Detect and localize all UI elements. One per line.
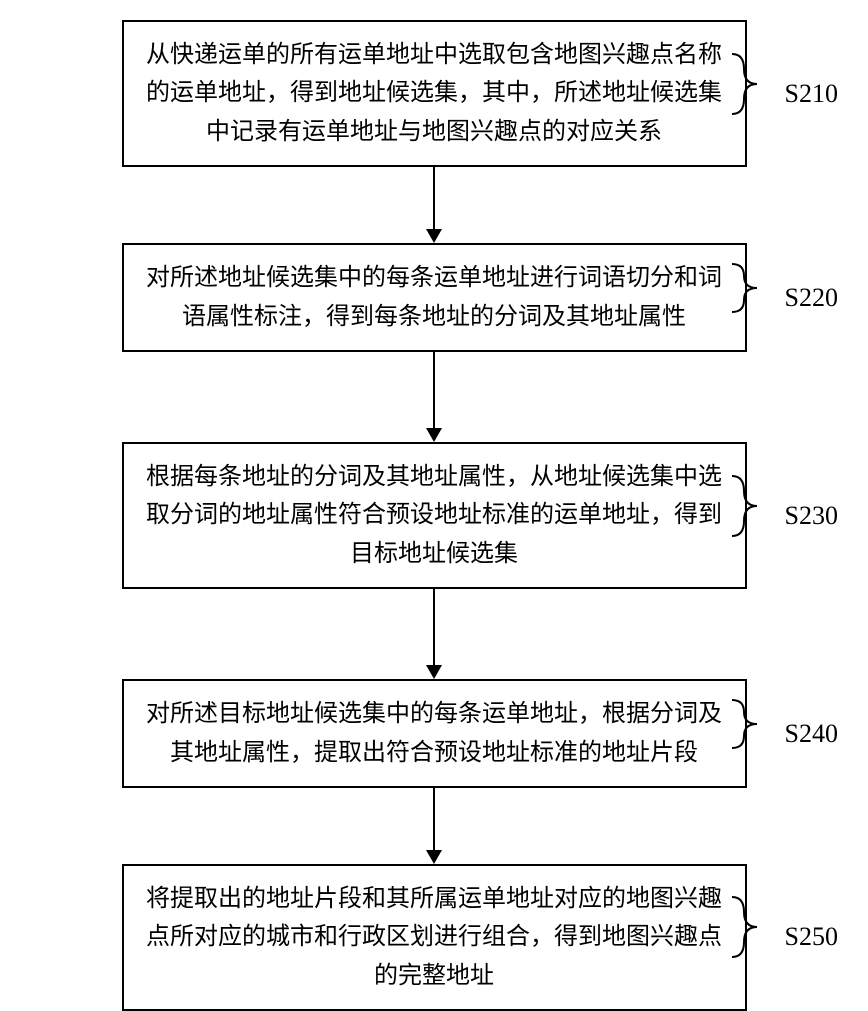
arrow-line [433,167,435,229]
step-box-2: 对所述地址候选集中的每条运单地址进行词语切分和词语属性标注，得到每条地址的分词及… [122,243,747,352]
brace-connector [728,248,768,348]
arrow-head [426,229,442,243]
step-label: S230 [785,501,838,531]
step-text: 对所述地址候选集中的每条运单地址进行词语切分和词语属性标注，得到每条地址的分词及… [146,265,722,329]
arrow-head [426,665,442,679]
brace-connector [728,34,768,154]
arrow-head [426,428,442,442]
brace-connector [728,684,768,784]
arrow-3 [426,589,442,679]
step-text: 对所述目标地址候选集中的每条运单地址，根据分词及其地址属性，提取出符合预设地址标… [146,701,722,765]
brace-connector [728,877,768,997]
step-text: 根据每条地址的分词及其地址属性，从地址候选集中选取分词的地址属性符合预设地址标准… [146,464,722,567]
step-text: 将提取出的地址片段和其所属运单地址对应的地图兴趣点所对应的城市和行政区划进行组合… [146,886,722,989]
step-box-5: 将提取出的地址片段和其所属运单地址对应的地图兴趣点所对应的城市和行政区划进行组合… [122,864,747,1011]
step-row-2: 对所述地址候选集中的每条运单地址进行词语切分和词语属性标注，得到每条地址的分词及… [40,243,828,352]
step-label: S210 [785,79,838,109]
arrow-line [433,788,435,850]
step-row-5: 将提取出的地址片段和其所属运单地址对应的地图兴趣点所对应的城市和行政区划进行组合… [40,864,828,1011]
step-row-3: 根据每条地址的分词及其地址属性，从地址候选集中选取分词的地址属性符合预设地址标准… [40,442,828,589]
step-box-3: 根据每条地址的分词及其地址属性，从地址候选集中选取分词的地址属性符合预设地址标准… [122,442,747,589]
step-row-4: 对所述目标地址候选集中的每条运单地址，根据分词及其地址属性，提取出符合预设地址标… [40,679,828,788]
arrow-head [426,850,442,864]
step-label: S250 [785,922,838,952]
arrow-line [433,589,435,665]
step-text: 从快递运单的所有运单地址中选取包含地图兴趣点名称的运单地址，得到地址候选集，其中… [146,42,722,145]
step-label: S220 [785,283,838,313]
step-box-1: 从快递运单的所有运单地址中选取包含地图兴趣点名称的运单地址，得到地址候选集，其中… [122,20,747,167]
step-row-1: 从快递运单的所有运单地址中选取包含地图兴趣点名称的运单地址，得到地址候选集，其中… [40,20,828,167]
flowchart-container: 从快递运单的所有运单地址中选取包含地图兴趣点名称的运单地址，得到地址候选集，其中… [40,20,828,1011]
arrow-2 [426,352,442,442]
step-label: S240 [785,719,838,749]
arrow-line [433,352,435,428]
arrow-4 [426,788,442,864]
brace-connector [728,456,768,576]
arrow-1 [426,167,442,243]
step-box-4: 对所述目标地址候选集中的每条运单地址，根据分词及其地址属性，提取出符合预设地址标… [122,679,747,788]
